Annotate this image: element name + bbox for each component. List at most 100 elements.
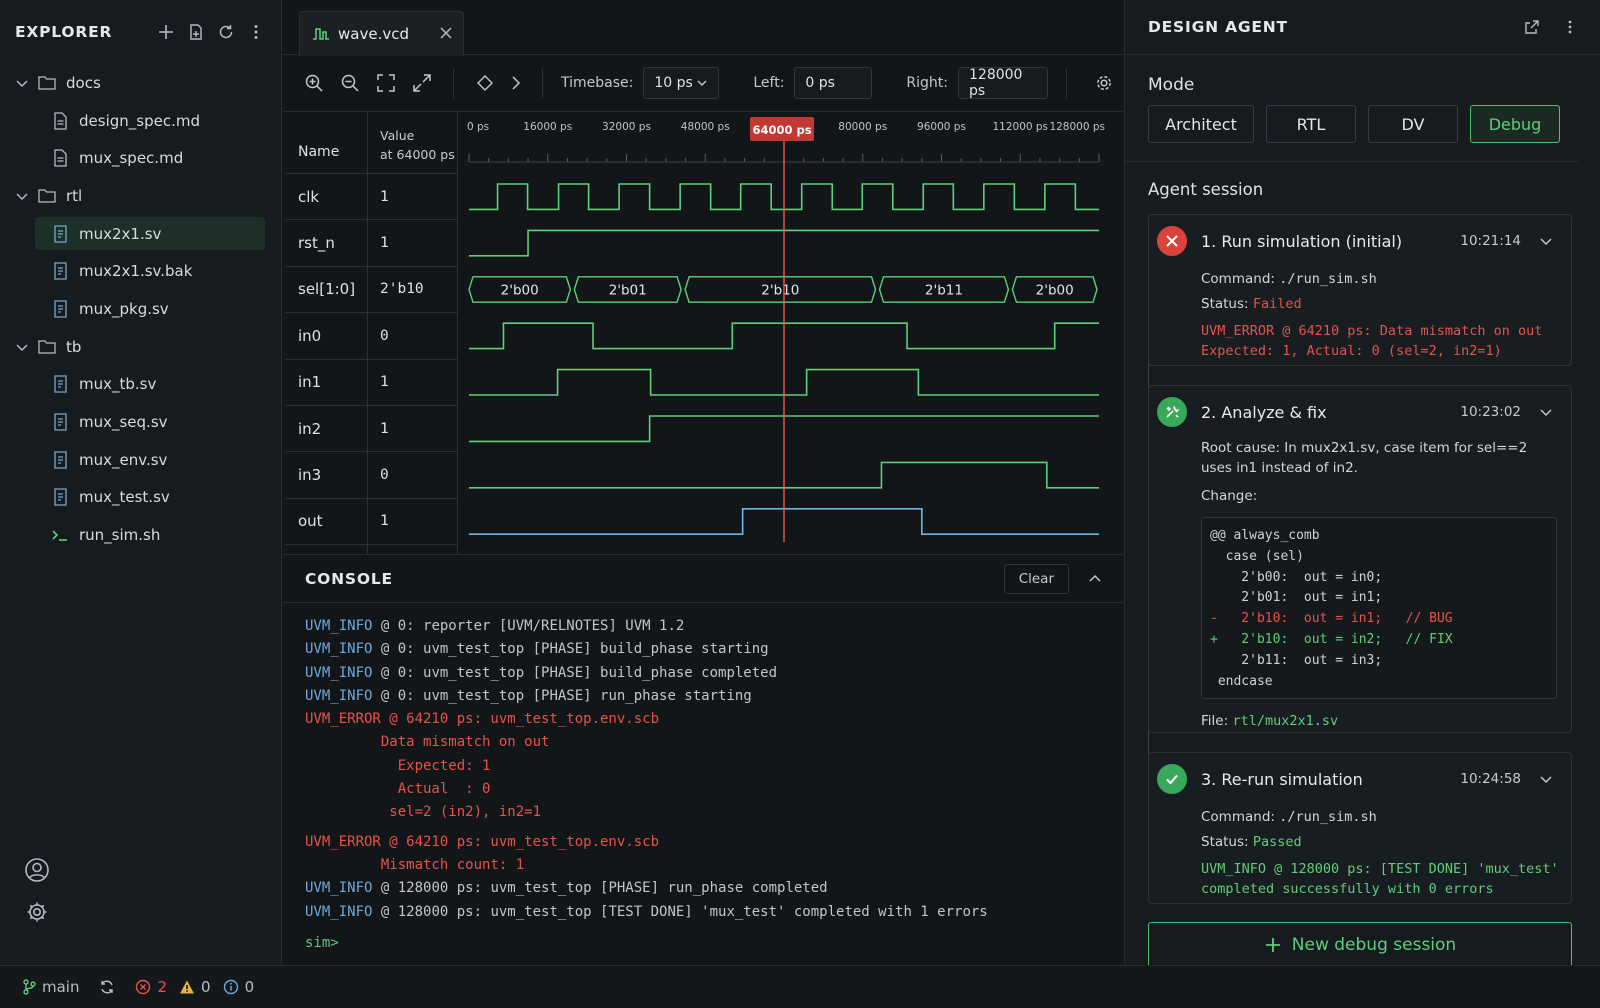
signal-name[interactable]: in2 — [286, 406, 367, 453]
folder-icon — [38, 75, 56, 90]
chevron-up-icon[interactable] — [1087, 571, 1103, 587]
chevron-down-icon[interactable] — [1539, 405, 1553, 419]
signal-name[interactable]: in0 — [286, 313, 367, 360]
console-header: CONSOLE Clear — [283, 555, 1123, 603]
tab-bar: wave.vcd — [283, 0, 1123, 56]
wrench-icon — [1157, 397, 1187, 427]
chevron-down-icon[interactable] — [14, 76, 30, 90]
refresh-icon[interactable] — [215, 21, 237, 43]
waveform-canvas[interactable]: 0 ps 16000 ps 32000 ps 48000 ps 80000 ps 9600… — [459, 112, 1123, 554]
error-count[interactable]: 2 — [135, 978, 167, 996]
signal-value: 1 — [368, 360, 457, 406]
tree-file[interactable]: design_spec.md — [0, 102, 281, 140]
signal-name[interactable]: in1 — [286, 360, 367, 406]
chevron-down-icon[interactable] — [1539, 772, 1553, 786]
expand-arrows-icon[interactable] — [409, 70, 435, 96]
account-icon[interactable] — [24, 857, 50, 883]
signal-name[interactable]: clk — [286, 174, 367, 221]
console-line: UVM_INFO @ 128000 ps: uvm_test_top [PHAS… — [305, 877, 1123, 900]
marker-diamond-icon[interactable] — [472, 70, 498, 96]
warning-count[interactable]: 0 — [179, 978, 211, 996]
new-debug-session-button[interactable]: New debug session — [1148, 922, 1572, 968]
tree-folder-label: docs — [66, 73, 101, 92]
code-line: @@ always_comb — [1210, 528, 1320, 543]
tree-folder-docs[interactable]: docs — [0, 64, 281, 102]
tree-file[interactable]: mux_seq.sv — [0, 403, 281, 441]
right-time-input[interactable]: 128000 ps — [958, 67, 1049, 99]
close-icon[interactable] — [439, 26, 453, 40]
signal-name[interactable]: rst_n — [286, 220, 367, 267]
ruler-tick-label: 112000 ps — [992, 121, 1048, 133]
fit-screen-icon[interactable] — [373, 70, 399, 96]
signal-name[interactable]: in3 — [286, 452, 367, 499]
tree-file[interactable]: mux2x1.sv — [0, 215, 281, 253]
tree-folder-label: tb — [66, 337, 82, 356]
trace-out — [469, 508, 1099, 535]
tree-file[interactable]: mux_pkg.sv — [0, 290, 281, 328]
toolbar-divider — [1066, 68, 1068, 98]
tree-file-label: design_spec.md — [79, 111, 200, 130]
more-vertical-icon[interactable] — [245, 21, 267, 43]
open-external-icon[interactable] — [1524, 19, 1540, 35]
chevron-down-icon[interactable] — [14, 340, 30, 354]
trace-rst_n — [469, 229, 1099, 257]
new-file-icon[interactable] — [155, 21, 177, 43]
mode-button-architect[interactable]: Architect — [1148, 105, 1254, 143]
tree-file[interactable]: mux_env.sv — [0, 441, 281, 479]
bus-segment — [468, 276, 572, 303]
new-document-icon[interactable] — [185, 21, 207, 43]
file-link[interactable]: rtl/mux2x1.sv — [1232, 713, 1339, 730]
console-line: sel=2 (in2), in2=1 — [305, 801, 1123, 824]
code-diff: @@ always_comb case (sel) 2'b00: out = i… — [1201, 517, 1557, 700]
bus-segment-label: 2'b01 — [609, 283, 647, 299]
next-edge-icon[interactable] — [508, 70, 524, 96]
mode-button-rtl[interactable]: RTL — [1266, 105, 1356, 143]
wave-settings-gear-icon[interactable] — [1091, 70, 1117, 96]
sv-file-icon — [51, 451, 69, 469]
console-output[interactable]: UVM_INFO @ 0: reporter [UVM/RELNOTES] UV… — [283, 603, 1123, 955]
tab-wave-vcd[interactable]: wave.vcd — [299, 11, 464, 56]
more-vertical-icon[interactable] — [1562, 19, 1578, 35]
signal-name[interactable]: out — [286, 499, 367, 546]
step-time: 10:23:02 — [1460, 404, 1521, 420]
mode-button-debug[interactable]: Debug — [1470, 105, 1560, 143]
console-prompt[interactable]: sim> — [305, 934, 339, 951]
error-log-line: UVM_ERROR @ 64210 ps: Data mismatch on o… — [1201, 323, 1543, 339]
cursor-time-badge — [750, 117, 814, 141]
tree-file[interactable]: mux2x1.sv.bak — [0, 252, 281, 290]
tree-file[interactable]: mux_test.sv — [0, 479, 281, 517]
tree-file-label: mux2x1.sv.bak — [79, 262, 193, 281]
step-title: 2. Analyze & fix — [1201, 402, 1327, 422]
zoom-out-icon[interactable] — [337, 70, 363, 96]
error-log-line: Expected: 1, Actual: 0 (sel=2, in2=1) — [1201, 343, 1502, 359]
chevron-down-icon[interactable] — [14, 189, 30, 203]
settings-gear-icon[interactable] — [24, 899, 50, 925]
sv-file-icon — [51, 413, 69, 431]
left-time-input[interactable]: 0 ps — [794, 67, 873, 99]
tree-file[interactable]: mux_spec.md — [0, 139, 281, 177]
mode-button-dv[interactable]: DV — [1368, 105, 1458, 143]
console-line: Data mismatch on out — [305, 731, 1123, 754]
tree-file[interactable]: mux_tb.sv — [0, 366, 281, 404]
info-count[interactable]: 0 — [223, 978, 254, 996]
ruler-tick-label: 48000 ps — [681, 121, 730, 133]
chevron-down-icon — [696, 77, 708, 89]
tree-folder-tb[interactable]: tb — [0, 328, 281, 366]
command-label: Command: — [1201, 809, 1275, 825]
error-message: sel=2 (in2), in2=1 — [305, 804, 542, 821]
timebase-select[interactable]: 10 ps — [643, 67, 720, 99]
zoom-in-icon[interactable] — [301, 70, 327, 96]
tree-file[interactable]: run_sim.sh — [0, 516, 281, 554]
bus-segment-label: 2'b00 — [1036, 283, 1074, 299]
chevron-down-icon[interactable] — [1539, 234, 1553, 248]
trace-clk — [469, 183, 1099, 211]
git-branch[interactable]: main — [22, 978, 79, 996]
sync-button[interactable] — [99, 979, 115, 995]
signal-value: 1 — [368, 174, 457, 221]
sv-file-icon — [51, 224, 69, 243]
clear-console-button[interactable]: Clear — [1003, 563, 1069, 594]
diff-added-line: + 2'b10: out = in2; // FIX — [1210, 631, 1453, 647]
trace-in2 — [469, 415, 1099, 443]
signal-name[interactable]: sel[1:0] — [286, 267, 367, 314]
tree-folder-rtl[interactable]: rtl — [0, 177, 281, 215]
